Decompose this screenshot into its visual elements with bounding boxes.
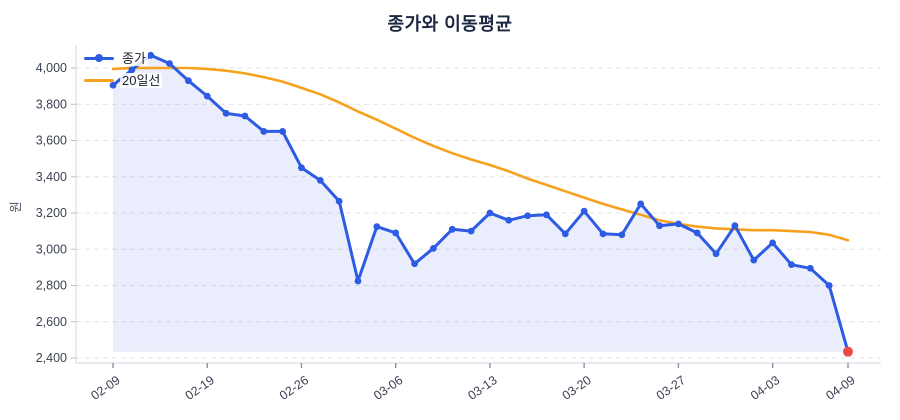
close-series-line-icon [84, 54, 114, 62]
y-tick-label: 4,000 [36, 61, 67, 75]
close-series-marker [128, 66, 136, 74]
close-series-marker [486, 209, 494, 217]
close-series-marker [580, 207, 588, 215]
x-tick-label: 02-26 [277, 373, 311, 403]
x-tick-label: 03-27 [654, 373, 688, 403]
close-series-marker [166, 60, 173, 67]
y-tick-label: 3,600 [36, 134, 67, 148]
y-tick-label: 2,600 [36, 315, 67, 329]
close-series-marker [316, 176, 324, 184]
close-series-marker [448, 225, 456, 233]
close-series-marker [505, 216, 513, 224]
close-series-marker [279, 128, 287, 135]
close-series-marker [806, 264, 814, 272]
close-series-marker [712, 250, 720, 258]
close-series-marker [599, 230, 607, 238]
close-series-marker [788, 261, 795, 269]
close-series-marker [656, 222, 663, 230]
legend: 종가 20일선 [84, 47, 163, 91]
close-series-marker [298, 164, 305, 172]
x-tick-label: 03-06 [371, 373, 405, 403]
last-point-marker [843, 346, 853, 357]
legend-ma20-label: 20일선 [120, 72, 163, 88]
y-axis-title: 원 [9, 201, 23, 213]
close-series-marker [203, 92, 211, 100]
close-series-marker [147, 51, 155, 59]
close-series-marker [222, 109, 230, 117]
close-series-marker [392, 229, 400, 237]
close-series-marker [109, 81, 117, 89]
x-tick-label: 03-20 [560, 373, 594, 403]
close-series-marker [184, 77, 192, 85]
close-series-marker [825, 282, 833, 289]
close-series-marker [354, 277, 362, 285]
ma20-series-line-icon [84, 78, 114, 82]
close-series-marker [524, 212, 532, 220]
x-tick-label: 04-03 [748, 373, 782, 403]
close-series-area-fill [113, 55, 848, 352]
close-series-marker [335, 197, 343, 205]
x-tick-label: 02-19 [183, 373, 217, 403]
y-tick-label: 3,000 [36, 242, 67, 256]
close-series-marker [637, 200, 645, 208]
y-tick-label: 3,800 [36, 97, 67, 111]
close-series-marker [769, 239, 777, 247]
close-series-marker [674, 220, 682, 228]
close-series-marker [411, 260, 418, 268]
close-series-marker [429, 244, 437, 252]
x-tick-label: 04-09 [823, 373, 857, 403]
ma20-series-line [111, 66, 850, 242]
close-series-marker [731, 222, 739, 230]
legend-item-ma20[interactable]: 20일선 [84, 69, 163, 91]
legend-item-close[interactable]: 종가 [84, 47, 162, 69]
close-series-marker [467, 227, 475, 235]
chart-title: 종가와 이동평균 [387, 14, 513, 34]
close-series-marker [693, 229, 701, 237]
y-tick-label: 2,800 [36, 279, 67, 293]
close-series-marker [543, 211, 550, 219]
x-tick-label: 02-09 [88, 373, 122, 403]
close-series-marker [561, 230, 569, 238]
close-series-dot-icon [95, 54, 103, 62]
close-series-marker [241, 112, 249, 120]
close-series-marker [750, 256, 758, 264]
close-series-marker [260, 128, 268, 135]
close-series-marker [373, 223, 381, 230]
x-tick-label: 03-13 [465, 373, 499, 403]
legend-close-label: 종가 [120, 50, 148, 66]
close-series-line [111, 53, 850, 354]
y-tick-label: 3,400 [36, 170, 67, 184]
close-series-marker [618, 231, 626, 239]
y-tick-label: 2,400 [36, 351, 67, 365]
y-tick-label: 3,200 [36, 206, 67, 220]
